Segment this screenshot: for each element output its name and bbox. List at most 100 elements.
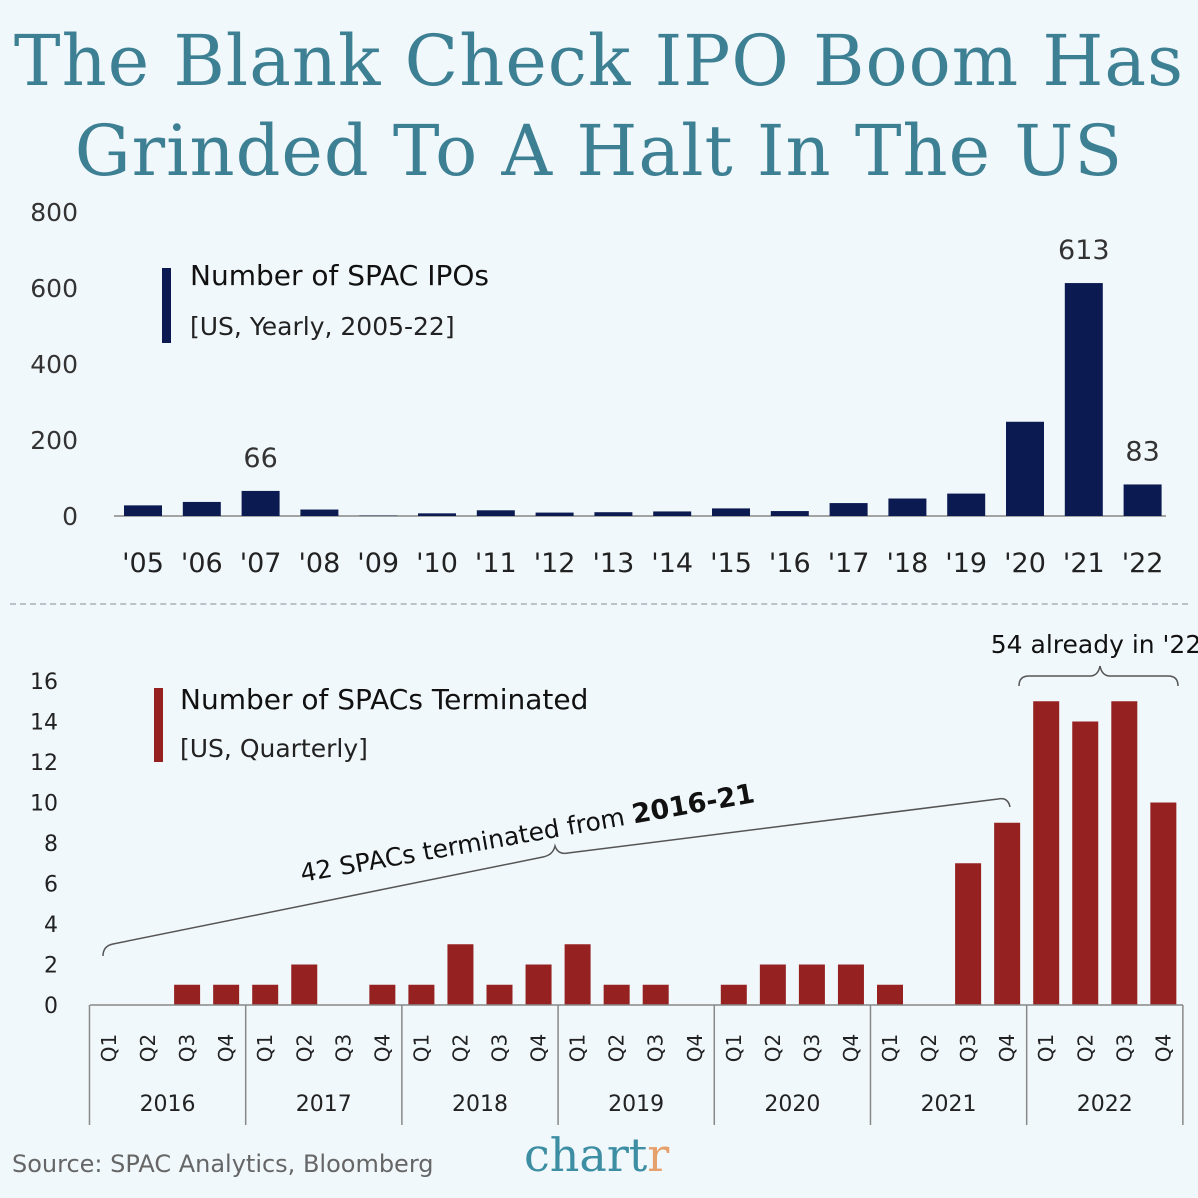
y-tick-label: 400	[30, 350, 78, 379]
quarter-label: Q4	[995, 1034, 1019, 1062]
y-tick-label: 10	[30, 792, 58, 817]
legend-title-ipos: Number of SPAC IPOs	[190, 259, 489, 292]
bar-ipo	[888, 498, 927, 516]
quarter-label: Q2	[761, 1034, 785, 1062]
year-label: 2018	[452, 1092, 508, 1117]
x-tick-label: '14	[651, 548, 693, 579]
y-tick-label: 12	[30, 751, 58, 776]
quarter-label: Q3	[488, 1034, 512, 1062]
chart-divider	[10, 603, 1188, 605]
quarter-label: Q1	[1034, 1034, 1058, 1062]
bar-terminated	[369, 984, 396, 1005]
y-tick-label: 8	[44, 832, 58, 857]
legend-swatch-terminated	[154, 688, 163, 762]
quarter-label: Q1	[566, 1034, 590, 1062]
bar-ipo	[770, 511, 809, 516]
annotation-2016-21: 42 SPACs terminated from 2016-21	[298, 778, 757, 889]
bar-terminated	[642, 984, 669, 1005]
y-tick-label: 0	[62, 502, 78, 531]
annotation-2016-21-bold: 2016-21	[630, 778, 757, 830]
quarter-label: Q2	[136, 1034, 160, 1062]
bar-terminated	[447, 944, 474, 1005]
bar-terminated	[252, 984, 279, 1005]
x-tick-label: '22	[1122, 548, 1164, 579]
year-label: 2016	[140, 1092, 196, 1117]
legend-title-terminated: Number of SPACs Terminated	[180, 683, 588, 716]
bar-terminated	[408, 984, 435, 1005]
spac-terminated-chart: 0 2 4 6 8 10 12 14 16 Q1 Q2 Q3 Q4 Q1 Q2 Q3 Q4 Q1 Q2 Q3 Q4 Q1 Q…	[30, 630, 1198, 1125]
quarter-label: Q4	[839, 1034, 863, 1062]
x-tick-label: '13	[593, 548, 635, 579]
annotation-2016-21-text: 42 SPACs terminated from	[298, 801, 635, 888]
y-tick-label: 4	[44, 913, 58, 938]
bar-terminated	[1111, 701, 1138, 1005]
x-tick-label: '05	[122, 548, 164, 579]
y-tick-label: 600	[30, 274, 78, 303]
x-tick-label: '07	[240, 548, 282, 579]
logo-main: chart	[524, 1128, 648, 1182]
bar-ipo	[712, 508, 750, 516]
bar-terminated	[720, 984, 747, 1005]
bar-ipo	[182, 501, 221, 516]
data-label: 83	[1125, 436, 1159, 467]
legend-subtitle-terminated: [US, Quarterly]	[180, 734, 368, 763]
bar-terminated	[1072, 721, 1099, 1005]
bar-ipo	[418, 513, 456, 516]
title-line-2: Grinded To A Halt In The US	[74, 110, 1124, 192]
bar-terminated	[877, 984, 903, 1005]
quarter-label: Q1	[878, 1034, 902, 1062]
bar-terminated	[174, 984, 201, 1005]
y-tick-label: 16	[30, 670, 58, 695]
bar-terminated	[837, 964, 864, 1005]
spac-ipo-chart: 0 200 400 600 800 '05 '06 '07 66 '08 '09 '10 '11 '12…	[30, 198, 1166, 579]
quarter-label: Q1	[722, 1034, 746, 1062]
x-tick-label: '20	[1004, 548, 1046, 579]
bar-ipo	[476, 510, 515, 516]
x-tick-label: '06	[181, 548, 223, 579]
y-tick-label: 0	[44, 994, 58, 1019]
bar-terminated	[1033, 701, 1060, 1005]
year-label: 2019	[608, 1092, 664, 1117]
quarter-label: Q4	[683, 1034, 707, 1062]
bar-terminated	[955, 863, 982, 1005]
quarter-label: Q1	[253, 1034, 277, 1062]
bar-terminated	[525, 964, 552, 1005]
bar-terminated	[994, 822, 1021, 1005]
x-tick-label: '18	[887, 548, 929, 579]
data-label: 66	[243, 443, 277, 474]
bar-ipo	[1123, 484, 1162, 516]
bar-terminated	[1150, 802, 1177, 1005]
year-label: 2021	[921, 1092, 977, 1117]
x-tick-label: '11	[475, 548, 517, 579]
bar-terminated	[291, 964, 318, 1005]
bar-ipo	[947, 493, 986, 516]
bar-terminated	[486, 984, 513, 1005]
x-tick-label: '08	[299, 548, 341, 579]
bar-ipo	[124, 505, 162, 516]
source-note: Source: SPAC Analytics, Bloomberg	[12, 1150, 434, 1178]
bar-ipo	[594, 512, 633, 516]
brace-2016-21	[102, 797, 1011, 957]
x-tick-label: '15	[710, 548, 752, 579]
logo-accent: r	[647, 1128, 670, 1182]
data-label: 613	[1058, 235, 1110, 266]
quarter-label: Q2	[917, 1034, 941, 1062]
quarter-label: Q3	[175, 1034, 199, 1062]
x-tick-label: '09	[357, 548, 399, 579]
bar-ipo	[241, 490, 280, 516]
legend-swatch-ipos	[162, 268, 171, 343]
bar-terminated	[564, 944, 591, 1005]
quarter-label: Q3	[800, 1034, 824, 1062]
x-tick-label: '12	[534, 548, 576, 579]
year-label: 2022	[1077, 1092, 1133, 1117]
quarter-label: Q1	[409, 1034, 433, 1062]
quarter-label: Q4	[214, 1034, 238, 1062]
quarter-label: Q4	[527, 1034, 551, 1062]
brace-2022	[1018, 665, 1179, 687]
quarter-label: Q4	[370, 1034, 394, 1062]
y-tick-label: 14	[30, 711, 58, 736]
y-tick-label: 2	[44, 954, 58, 979]
quarter-label: Q3	[331, 1034, 355, 1062]
x-tick-label: '16	[769, 548, 811, 579]
legend-subtitle-ipos: [US, Yearly, 2005-22]	[190, 312, 455, 341]
